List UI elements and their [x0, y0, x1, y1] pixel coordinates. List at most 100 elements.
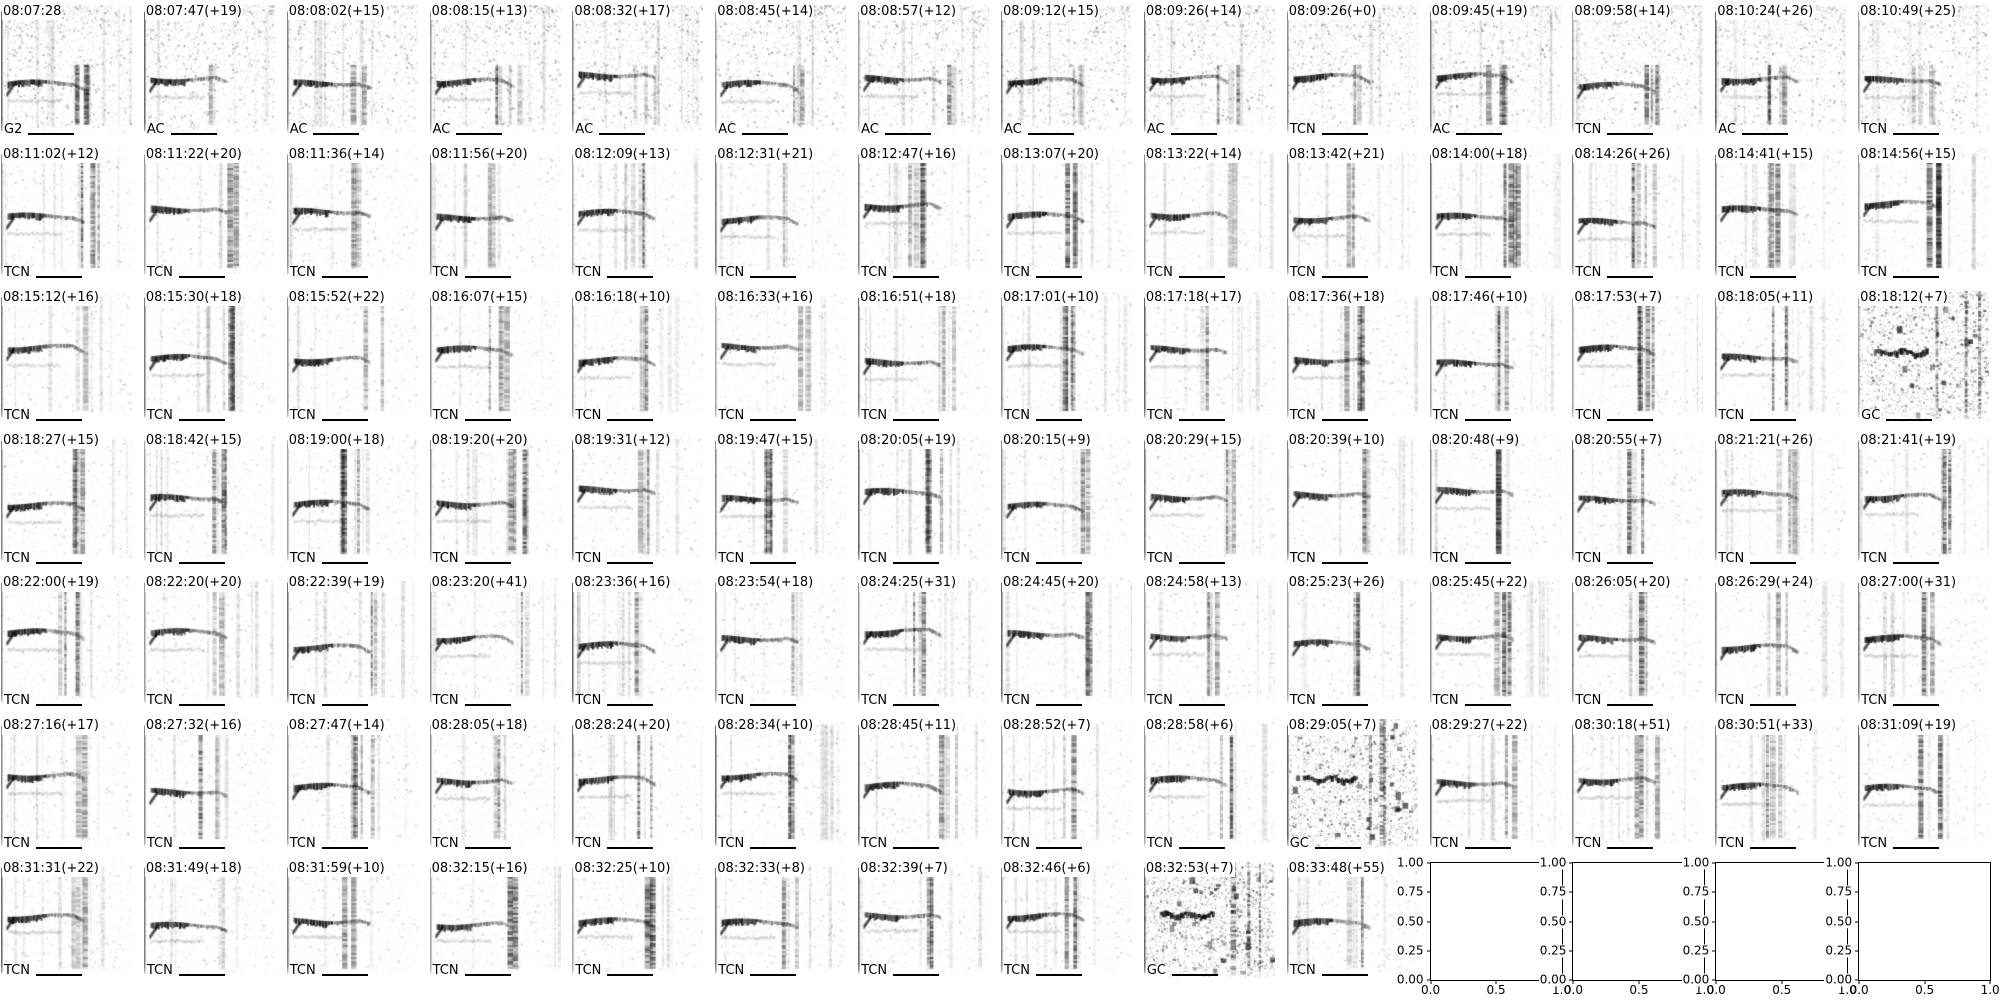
spectrogram-canvas [1429, 147, 1561, 281]
subplot-footer: TCN [431, 836, 511, 853]
scale-bar [35, 418, 82, 421]
spectrogram-canvas [143, 576, 275, 710]
scale-bar [1172, 974, 1218, 977]
subplot-cell: 08:32:25(+10) TCN [571, 857, 714, 1000]
subplot-label: TCN [1145, 550, 1174, 567]
spectrogram-canvas [1429, 576, 1561, 710]
scale-bar [321, 974, 368, 977]
subplot-label: TCN [1288, 122, 1317, 138]
scale-bar [1170, 133, 1217, 135]
scale-bar [1178, 847, 1225, 850]
spectrogram-axes: 08:30:51(+33) TCN [1715, 718, 1847, 853]
scale-bar [321, 561, 368, 564]
subplot-footer: TCN [574, 836, 654, 853]
subplot-label: TCN [1288, 550, 1317, 567]
y-tick-label: 0.75 [1824, 884, 1854, 899]
scale-bar [464, 418, 511, 421]
subplot-title: 08:17:53(+7) [1573, 289, 1664, 306]
subplot-cell: 08:16:18(+10) TCN [571, 286, 714, 429]
scale-bar [321, 275, 368, 278]
spectrogram-canvas [1858, 290, 1990, 424]
subplot-title: 08:18:12(+7) [1859, 289, 1949, 306]
spectrogram-axes: 08:21:41(+19) TCN [1858, 432, 1990, 567]
spectrogram-axes: 08:16:07(+15) TCN [429, 289, 561, 424]
scale-bar [1321, 418, 1368, 421]
subplot-label: TCN [1431, 693, 1460, 710]
subplot-cell: 08:08:15(+13) AC [429, 0, 572, 143]
spectrogram-axes: 08:18:27(+15) TCN [1, 432, 132, 567]
subplot-title: 08:08:02(+15) [287, 4, 386, 21]
spectrogram-axes: 08:20:05(+19) TCN [858, 432, 990, 567]
spectrogram-canvas [1, 719, 132, 853]
spectrogram-canvas [1715, 433, 1847, 567]
spectrogram-axes: 08:17:36(+18) TCN [1286, 289, 1418, 424]
subplot-label: TCN [717, 836, 746, 853]
subplot-label: TCN [3, 693, 31, 710]
subplot-title: 08:14:41(+15) [1716, 146, 1815, 164]
spectrogram-axes: 08:28:45(+11) TCN [858, 718, 990, 853]
scale-bar [1035, 561, 1082, 564]
subplot-label: TCN [288, 407, 317, 424]
spectrogram-axes: 08:19:00(+18) TCN [286, 432, 418, 567]
subplot-cell: 08:09:26(+14) AC [1143, 0, 1286, 143]
scale-bar [1035, 275, 1082, 278]
subplot-title: 08:32:39(+7) [859, 861, 949, 878]
subplot-title: 08:28:45(+11) [859, 718, 958, 735]
scale-bar [321, 418, 368, 421]
spectrogram-axes: 08:12:47(+16) TCN [858, 146, 990, 281]
subplot-title: 08:08:15(+13) [430, 4, 529, 21]
subplot-title: 08:08:45(+14) [716, 4, 815, 21]
subplot-cell: 08:21:41(+19) TCN [1857, 429, 2000, 572]
subplot-footer: TCN [574, 551, 654, 567]
subplot-cell: 08:24:58(+13) TCN [1143, 571, 1286, 714]
subplot-cell: 08:12:47(+16) TCN [857, 143, 1000, 286]
scale-bar [893, 418, 940, 421]
subplot-footer: TCN [1717, 408, 1797, 424]
subplot-label: TCN [1431, 407, 1460, 424]
subplot-footer: TCN [288, 836, 368, 853]
y-tick-mark [1426, 862, 1431, 864]
y-tick-label: 1.00 [1681, 855, 1711, 870]
subplot-title: 08:32:33(+8) [716, 861, 806, 878]
subplot-footer: TCN [574, 694, 654, 710]
subplot-footer: TCN [1003, 694, 1082, 710]
scale-bar [35, 704, 82, 707]
scale-bar [1607, 847, 1654, 850]
subplot-footer: TCN [3, 963, 82, 980]
subplot-label: TCN [1574, 407, 1603, 424]
scale-bar [1750, 847, 1797, 850]
spectrogram-canvas [286, 147, 418, 281]
subplot-cell: 08:17:46(+10) TCN [1429, 286, 1572, 429]
subplot-footer: TCN [1431, 836, 1511, 853]
subplot-title: 08:33:48(+55) [1287, 861, 1386, 878]
subplot-title: 08:25:45(+22) [1430, 575, 1529, 592]
spectrogram-canvas [1715, 576, 1847, 710]
subplot-footer: TCN [431, 963, 511, 980]
subplot-footer: TCN [1288, 694, 1368, 710]
subplot-title: 08:09:26(+14) [1144, 4, 1243, 21]
subplot-title: 08:20:29(+15) [1144, 432, 1243, 449]
scale-bar [1456, 133, 1503, 135]
subplot-label: TCN [717, 264, 746, 281]
scale-bar [313, 133, 360, 135]
spectrogram-axes: 08:17:53(+7) TCN [1572, 289, 1704, 424]
spectrogram-axes: 08:08:02(+15) AC [286, 4, 418, 138]
scale-bar [750, 561, 797, 564]
scale-bar [607, 561, 654, 564]
scale-bar [1893, 275, 1940, 278]
subplot-cell: 08:20:05(+19) TCN [857, 429, 1000, 572]
spectrogram-canvas [429, 719, 561, 853]
y-tick-label: 0.50 [1538, 914, 1568, 929]
spectrogram-canvas [1286, 576, 1418, 710]
spectrogram-canvas [1143, 719, 1275, 853]
subplot-footer: AC [1145, 122, 1217, 138]
subplot-cell: 08:28:05(+18) TCN [429, 714, 572, 857]
subplot-footer: TCN [1574, 836, 1654, 853]
spectrogram-canvas [572, 862, 704, 980]
subplot-footer: TCN [1003, 551, 1082, 567]
subplot-label: TCN [860, 963, 889, 980]
subplot-cell: 08:11:56(+20) TCN [429, 143, 572, 286]
subplot-footer: TCN [1717, 265, 1797, 281]
spectrogram-canvas [572, 719, 704, 853]
spectrogram-axes: 08:15:12(+16) TCN [1, 289, 132, 424]
